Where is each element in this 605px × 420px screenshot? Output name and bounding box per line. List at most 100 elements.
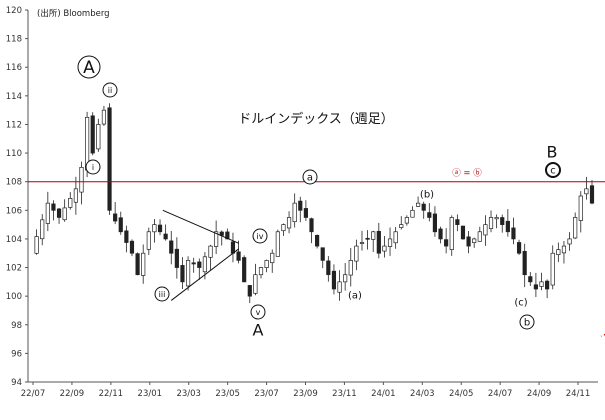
candle-down [219,231,224,236]
candle-down [236,251,241,261]
annotation-circle [252,228,268,244]
candle-down [545,280,550,290]
candle-down [505,220,510,233]
annotation-circle-filled: a [302,169,318,185]
candle-down [163,233,168,240]
annotation-label: b [524,318,530,329]
y-tick-label: 98 [11,321,22,331]
candle-down [129,240,135,254]
y-tick-label: 112 [6,120,22,130]
annotation-plain-large: B [547,143,558,162]
candle-down [432,213,438,233]
candle-up [449,217,454,250]
y-tick-label: 108 [6,178,22,188]
candle-down [135,253,140,276]
x-tick-label: 23/03 [176,389,201,399]
candle-down [191,262,196,265]
candle-up [354,245,359,262]
annotation-label: A [253,321,264,340]
candle-down [460,225,466,240]
x-tick-label: 22/07 [21,389,46,399]
y-tick-label: 96 [11,349,22,359]
candle-down [56,208,62,218]
candle-down [225,231,230,240]
candle-down [455,219,460,225]
y-tick-label: 114 [6,92,22,102]
candle-down [169,240,174,254]
candle-down [197,261,202,268]
candle-up [539,281,544,287]
annotation-label: (a) [348,291,362,302]
candle-down [309,218,314,233]
source-label: (出所) Bloomberg [37,8,110,19]
candle-up [382,245,387,252]
x-tick-label: 22/09 [60,389,85,399]
candle-down [303,208,308,218]
candle-down [326,260,331,276]
candle-down [427,212,432,218]
forecast-line [600,333,605,337]
candle-up [40,219,45,240]
y-tick-label: 116 [6,63,22,73]
y-tick-label: 102 [6,264,22,274]
y-tick-label: 106 [6,206,22,216]
annotation-label: (c) [514,298,527,309]
candle-down [511,227,516,240]
candle-up [34,236,39,254]
annotation-label: i [92,163,94,172]
annotation-label: ii [108,86,112,95]
candle-up [561,245,567,254]
candle-up [152,224,157,233]
candle-up [202,256,207,273]
candle-down [90,115,95,154]
candle-up [292,202,297,223]
y-tick-label: 104 [6,235,22,245]
annotation-circle [102,82,118,98]
candle-down [421,203,426,211]
x-tick-label: 24/03 [410,389,435,399]
candle-down [500,217,505,225]
candle-up [556,249,561,255]
annotation-circle [154,286,170,302]
annotation-circle [250,304,266,320]
y-tick-label: 100 [6,292,22,302]
candle-up [337,281,342,293]
overlays-group: ⓐ = ⓑ [28,169,605,337]
y-tick-label: 110 [6,149,22,159]
annotation-label: v [256,308,261,317]
candle-down [331,270,337,290]
annotation-label: A [83,58,95,78]
annotation-circle [302,169,318,185]
plot-area [28,10,605,382]
annotation-circle-large: A [77,55,101,79]
triangle-line [162,209,239,244]
candle-up [359,242,365,244]
chart-title: ドルインデックス（週足） [238,111,394,127]
annotation-label: c [550,166,556,177]
candle-up [275,231,280,257]
candle-up [410,209,415,218]
candle-up [258,267,264,276]
candle-down [528,276,533,283]
annotation-plain: (a) [348,291,362,302]
x-tick-label: 23/01 [138,389,163,399]
candle-up [286,217,292,229]
candle-down [320,247,325,261]
annotation-label: a [307,173,313,184]
reference-label: ⓐ = ⓑ [452,169,482,179]
y-tick-label: 120 [6,6,22,16]
candle-up [264,260,269,268]
candle-down [298,200,303,211]
candle-up [488,217,494,230]
candle-down [242,257,247,283]
candle-down [113,213,118,222]
candle-up [68,198,73,208]
annotation-label: (b) [420,190,434,201]
candle-down [51,203,56,211]
annotation-plain-large: A [253,321,264,340]
candle-up [214,231,219,247]
candle-down [247,285,252,297]
candle-down [107,107,112,211]
candle-down [118,217,123,233]
candle-up [399,224,404,228]
